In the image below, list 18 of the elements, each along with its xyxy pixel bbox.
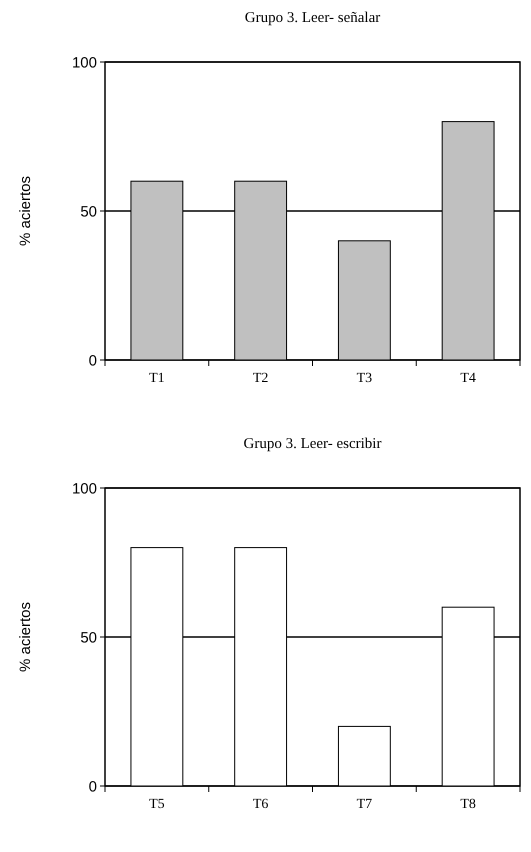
y-tick-label: 0: [88, 352, 97, 370]
x-tick-label: T4: [460, 371, 476, 386]
x-tick-label: T3: [356, 371, 372, 386]
y-axis-title: % aciertos: [17, 602, 34, 672]
y-tick-label: 50: [80, 629, 97, 646]
y-tick-label: 50: [80, 203, 97, 220]
x-tick-label: T6: [252, 797, 268, 812]
y-tick-label: 0: [88, 778, 97, 796]
x-tick-label: T8: [460, 797, 476, 812]
x-tick-label: T1: [149, 371, 165, 386]
y-axis-title: % aciertos: [17, 176, 34, 246]
x-tick-label: T2: [252, 371, 268, 386]
x-tick-label: T5: [149, 797, 165, 812]
chart-title: Grupo 3. Leer- señalar: [244, 10, 380, 26]
x-tick-label: T7: [356, 797, 372, 812]
y-tick-label: 100: [72, 54, 97, 72]
chart-title: Grupo 3. Leer- escribir: [244, 436, 382, 452]
y-tick-label: 100: [72, 480, 97, 498]
